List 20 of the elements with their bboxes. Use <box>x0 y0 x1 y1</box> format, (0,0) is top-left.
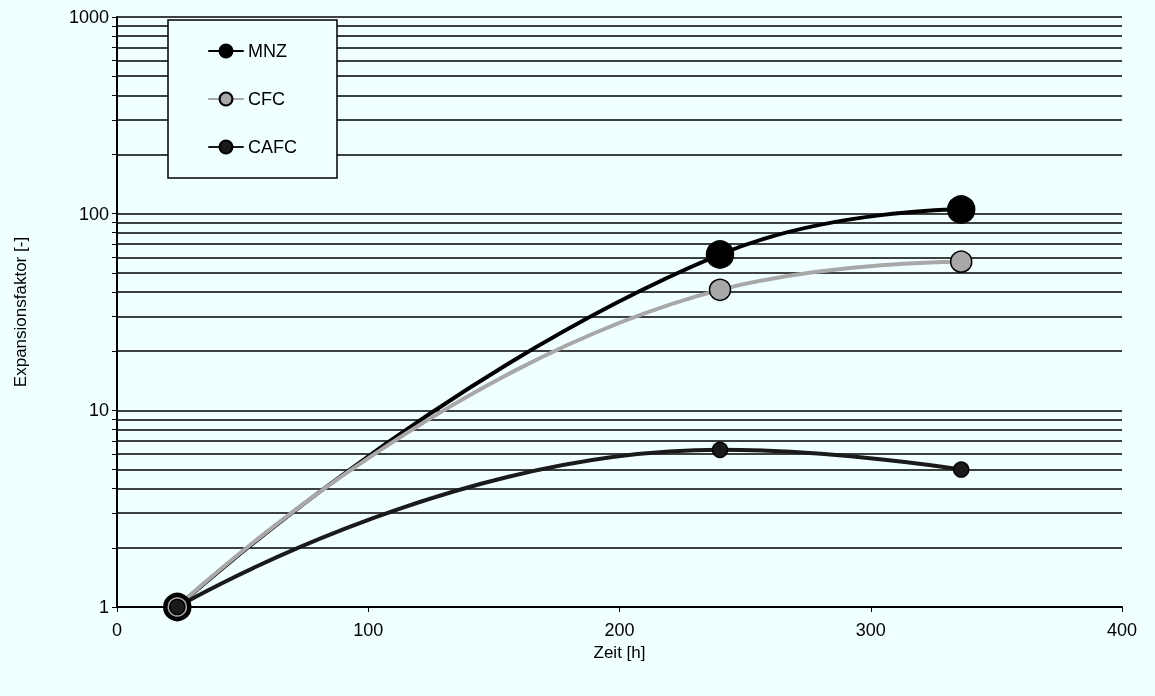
legend-label: CFC <box>248 89 285 109</box>
point <box>711 441 729 459</box>
x-tick-label: 100 <box>353 620 384 640</box>
x-tick-label: 0 <box>111 620 123 640</box>
x-tick-label: 400 <box>1106 620 1138 640</box>
point <box>949 250 973 273</box>
point <box>946 195 976 224</box>
point <box>952 461 970 478</box>
point <box>708 278 732 302</box>
y-tick-label: 10 <box>88 400 109 421</box>
legend-label: MNZ <box>248 41 287 61</box>
legend-label: CAFC <box>248 137 297 157</box>
y-tick-label: 100 <box>78 203 109 224</box>
y-tick-label: 1 <box>98 597 109 617</box>
x-axis-title: Zeit [h] <box>593 642 646 662</box>
point <box>705 240 735 269</box>
y-tick-label: 1000 <box>68 7 109 27</box>
x-tick-label: 300 <box>855 620 886 640</box>
y-axis-title: Expansionsfaktor [-] <box>11 236 30 388</box>
x-tick-label: 200 <box>604 620 635 640</box>
